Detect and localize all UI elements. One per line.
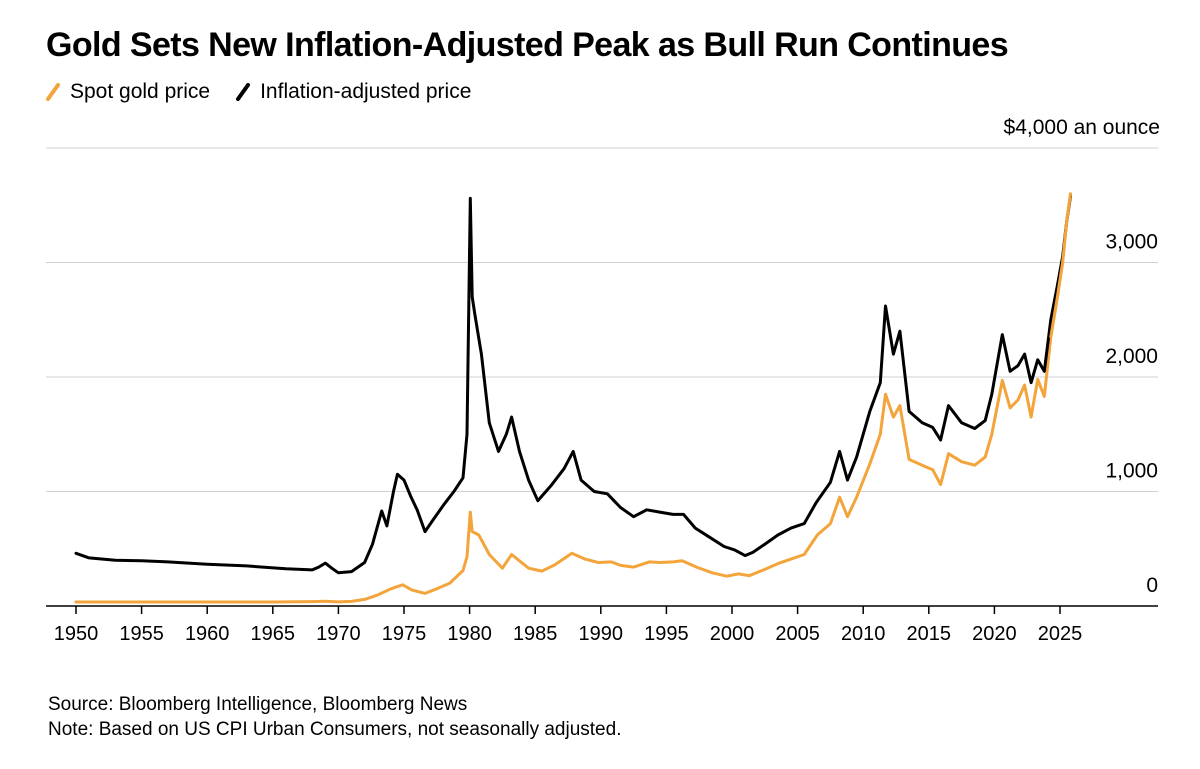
x-tick-label: 1965: [251, 623, 296, 645]
source-note: Source: Bloomberg Intelligence, Bloomber…: [48, 694, 468, 715]
x-tick-label: 1995: [644, 623, 689, 645]
series-line-inflation-adjusted: [74, 194, 1072, 575]
legend-label-spot-gold: Spot gold price: [70, 80, 211, 103]
x-tick-label: 2025: [1038, 623, 1083, 645]
methodology-note: Note: Based on US CPI Urban Consumers, n…: [48, 719, 622, 740]
legend-item-inflation-adjusted: Inflation-adjusted price: [236, 80, 471, 104]
chart-footnotes: Source: Bloomberg Intelligence, Bloomber…: [48, 692, 621, 742]
x-tick-label: 1990: [579, 623, 624, 645]
x-tick-label: 1960: [185, 623, 230, 645]
legend-label-inflation-adjusted: Inflation-adjusted price: [260, 80, 472, 103]
x-tick-label: 2000: [710, 623, 755, 645]
orange-line-swatch-icon: [46, 83, 60, 101]
x-tick-label: 1985: [513, 623, 558, 645]
x-tick-label: 1950: [54, 623, 99, 645]
series-line-spot-gold: [74, 192, 1072, 604]
legend-item-spot-gold: Spot gold price: [46, 80, 210, 104]
x-tick-label: 2015: [907, 623, 952, 645]
black-line-swatch-icon: [236, 83, 251, 101]
x-tick-label: 1980: [447, 623, 492, 645]
x-tick-label: 2010: [841, 623, 886, 645]
chart-legend: Spot gold price Inflation-adjusted price: [46, 80, 471, 104]
series-line-spot-gold-peak: [1049, 192, 1072, 339]
y-tick-label: 1,000: [1105, 460, 1158, 483]
x-tick-label: 1970: [316, 623, 361, 645]
x-tick-label: 1955: [119, 623, 164, 645]
x-tick-label: 2005: [775, 623, 820, 645]
y-tick-label: 0: [1146, 574, 1158, 597]
x-tick-label: 2020: [972, 623, 1017, 645]
y-axis-unit-label: $4,000 an ounce: [1003, 116, 1160, 139]
x-tick-label: 1975: [382, 623, 427, 645]
y-tick-label: 3,000: [1105, 231, 1158, 254]
chart-title: Gold Sets New Inflation-Adjusted Peak as…: [46, 26, 1009, 64]
y-tick-label: 2,000: [1105, 345, 1158, 368]
